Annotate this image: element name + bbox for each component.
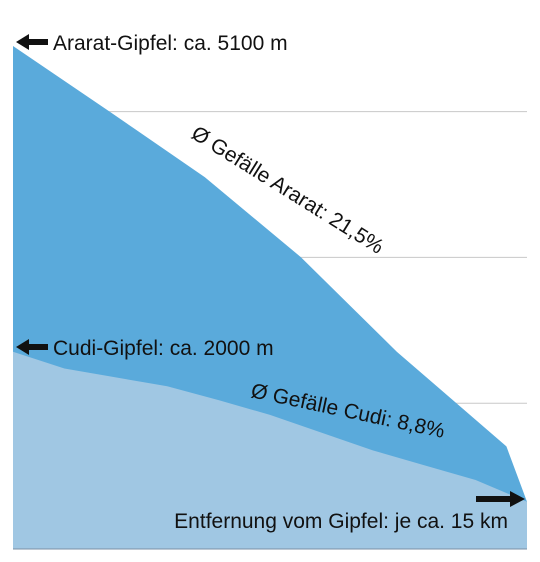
x-axis-label: Entfernung vom Gipfel: je ca. 15 km	[174, 510, 508, 533]
ararat-peak-label: Ararat-Gipfel: ca. 5100 m	[53, 32, 288, 55]
distance-arrow-icon	[476, 491, 525, 507]
cudi-peak-label: Cudi-Gipfel: ca. 2000 m	[53, 337, 274, 360]
cudi-area	[13, 351, 527, 549]
cudi-peak-arrow-icon	[16, 339, 48, 355]
ararat-peak-arrow-icon	[16, 34, 48, 50]
